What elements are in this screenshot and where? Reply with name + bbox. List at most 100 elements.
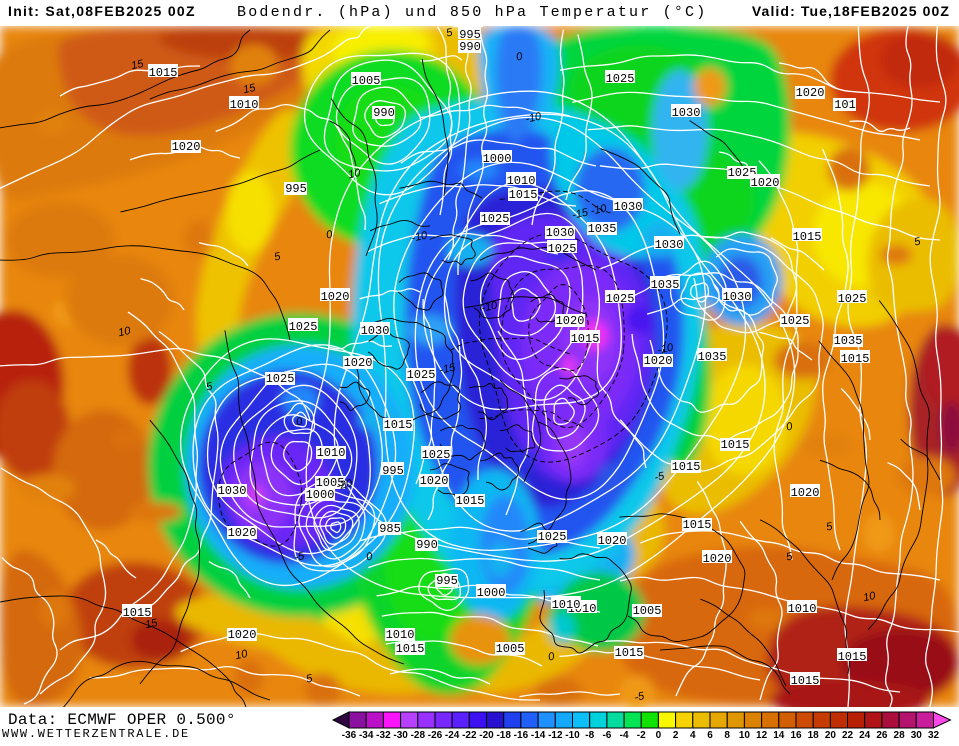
svg-text:10: 10 — [234, 648, 249, 662]
svg-text:1015: 1015 — [615, 646, 644, 660]
svg-text:15: 15 — [144, 617, 159, 631]
svg-text:1020: 1020 — [751, 176, 780, 190]
svg-text:WWW.WETTERZENTRALE.DE: WWW.WETTERZENTRALE.DE — [2, 727, 190, 741]
svg-text:1015: 1015 — [672, 460, 701, 474]
svg-text:1035: 1035 — [588, 222, 617, 236]
svg-text:10: 10 — [117, 325, 132, 339]
svg-text:1000: 1000 — [477, 586, 506, 600]
svg-text:1025: 1025 — [481, 212, 510, 226]
svg-text:1025: 1025 — [548, 242, 577, 256]
svg-text:22: 22 — [842, 730, 854, 741]
svg-text:995: 995 — [459, 28, 481, 42]
svg-text:30: 30 — [911, 730, 923, 741]
svg-text:16: 16 — [790, 730, 802, 741]
svg-text:1025: 1025 — [538, 530, 567, 544]
svg-text:-18: -18 — [496, 730, 511, 741]
svg-text:10: 10 — [862, 590, 877, 604]
svg-text:1015: 1015 — [791, 674, 820, 688]
svg-text:-32: -32 — [376, 730, 391, 741]
svg-text:1020: 1020 — [703, 552, 732, 566]
svg-text:1015: 1015 — [456, 494, 485, 508]
svg-text:0: 0 — [365, 550, 374, 563]
svg-text:-10: -10 — [656, 341, 675, 356]
svg-text:-24: -24 — [445, 730, 460, 741]
svg-text:-30: -30 — [393, 730, 408, 741]
svg-text:-36: -36 — [342, 730, 357, 741]
svg-text:1030: 1030 — [614, 200, 643, 214]
svg-text:-10: -10 — [565, 730, 580, 741]
svg-text:-4: -4 — [620, 730, 629, 741]
svg-text:1025: 1025 — [266, 372, 295, 386]
svg-text:990: 990 — [416, 538, 438, 552]
svg-text:1010: 1010 — [386, 628, 415, 642]
svg-text:-34: -34 — [359, 730, 374, 741]
svg-text:Init: Sat,08FEB2025 00Z: Init: Sat,08FEB2025 00Z — [8, 3, 196, 19]
svg-text:-5: -5 — [653, 470, 666, 484]
svg-text:26: 26 — [876, 730, 888, 741]
svg-text:14: 14 — [773, 730, 785, 741]
svg-text:15: 15 — [130, 58, 145, 72]
svg-text:1025: 1025 — [407, 368, 436, 382]
svg-text:1020: 1020 — [228, 628, 257, 642]
svg-text:985: 985 — [379, 522, 401, 536]
svg-text:8: 8 — [724, 730, 730, 741]
svg-text:-15: -15 — [438, 361, 457, 376]
svg-text:2: 2 — [673, 730, 679, 741]
svg-text:-22: -22 — [462, 730, 477, 741]
svg-text:1020: 1020 — [172, 140, 201, 154]
svg-text:15: 15 — [242, 82, 257, 96]
svg-text:1000: 1000 — [306, 488, 335, 502]
svg-text:1020: 1020 — [321, 290, 350, 304]
svg-text:6: 6 — [707, 730, 713, 741]
svg-text:-10: -10 — [410, 229, 429, 244]
svg-text:-20: -20 — [335, 477, 354, 492]
svg-text:1005: 1005 — [633, 604, 662, 618]
svg-text:1015: 1015 — [384, 418, 413, 432]
svg-text:1035: 1035 — [834, 334, 863, 348]
svg-text:1005: 1005 — [352, 74, 381, 88]
svg-text:5: 5 — [445, 26, 454, 39]
svg-text:1015: 1015 — [509, 188, 538, 202]
svg-text:1000: 1000 — [483, 152, 512, 166]
svg-text:-14: -14 — [531, 730, 546, 741]
svg-text:-5: -5 — [633, 690, 646, 704]
svg-text:12: 12 — [756, 730, 768, 741]
svg-text:1010: 1010 — [552, 598, 581, 612]
svg-text:995: 995 — [285, 182, 307, 196]
svg-text:1025: 1025 — [606, 292, 635, 306]
svg-text:1025: 1025 — [838, 292, 867, 306]
svg-text:1035: 1035 — [651, 278, 680, 292]
svg-text:20: 20 — [825, 730, 837, 741]
svg-text:1000: 1000 — [454, 14, 483, 28]
svg-text:5: 5 — [205, 380, 214, 393]
svg-text:-8: -8 — [585, 730, 594, 741]
svg-text:1005: 1005 — [496, 642, 525, 656]
svg-text:0: 0 — [515, 50, 524, 63]
svg-text:1020: 1020 — [598, 534, 627, 548]
svg-text:1030: 1030 — [546, 226, 575, 240]
svg-text:Valid: Tue,18FEB2025 00Z: Valid: Tue,18FEB2025 00Z — [752, 3, 950, 19]
svg-text:1015: 1015 — [396, 642, 425, 656]
svg-text:1030: 1030 — [361, 324, 390, 338]
svg-text:0: 0 — [785, 420, 794, 433]
svg-text:1005: 1005 — [316, 476, 345, 490]
svg-text:1010: 1010 — [788, 602, 817, 616]
svg-text:-28: -28 — [411, 730, 426, 741]
svg-text:1020: 1020 — [791, 486, 820, 500]
svg-text:-10: -10 — [480, 299, 499, 314]
svg-text:1015: 1015 — [123, 606, 152, 620]
svg-text:1010: 1010 — [317, 446, 346, 460]
svg-text:5: 5 — [825, 520, 834, 533]
svg-text:1020: 1020 — [796, 86, 825, 100]
svg-text:-6: -6 — [602, 730, 611, 741]
svg-text:1025: 1025 — [422, 448, 451, 462]
svg-text:1035: 1035 — [698, 350, 727, 364]
svg-text:-10: -10 — [524, 110, 543, 125]
svg-text:1020: 1020 — [420, 474, 449, 488]
svg-text:995: 995 — [382, 464, 404, 478]
svg-text:0: 0 — [547, 650, 556, 663]
svg-text:4: 4 — [690, 730, 696, 741]
svg-text:Data: ECMWF OPER 0.500°: Data: ECMWF OPER 0.500° — [8, 711, 236, 729]
svg-text:-5: -5 — [293, 550, 306, 564]
svg-text:-12: -12 — [548, 730, 563, 741]
